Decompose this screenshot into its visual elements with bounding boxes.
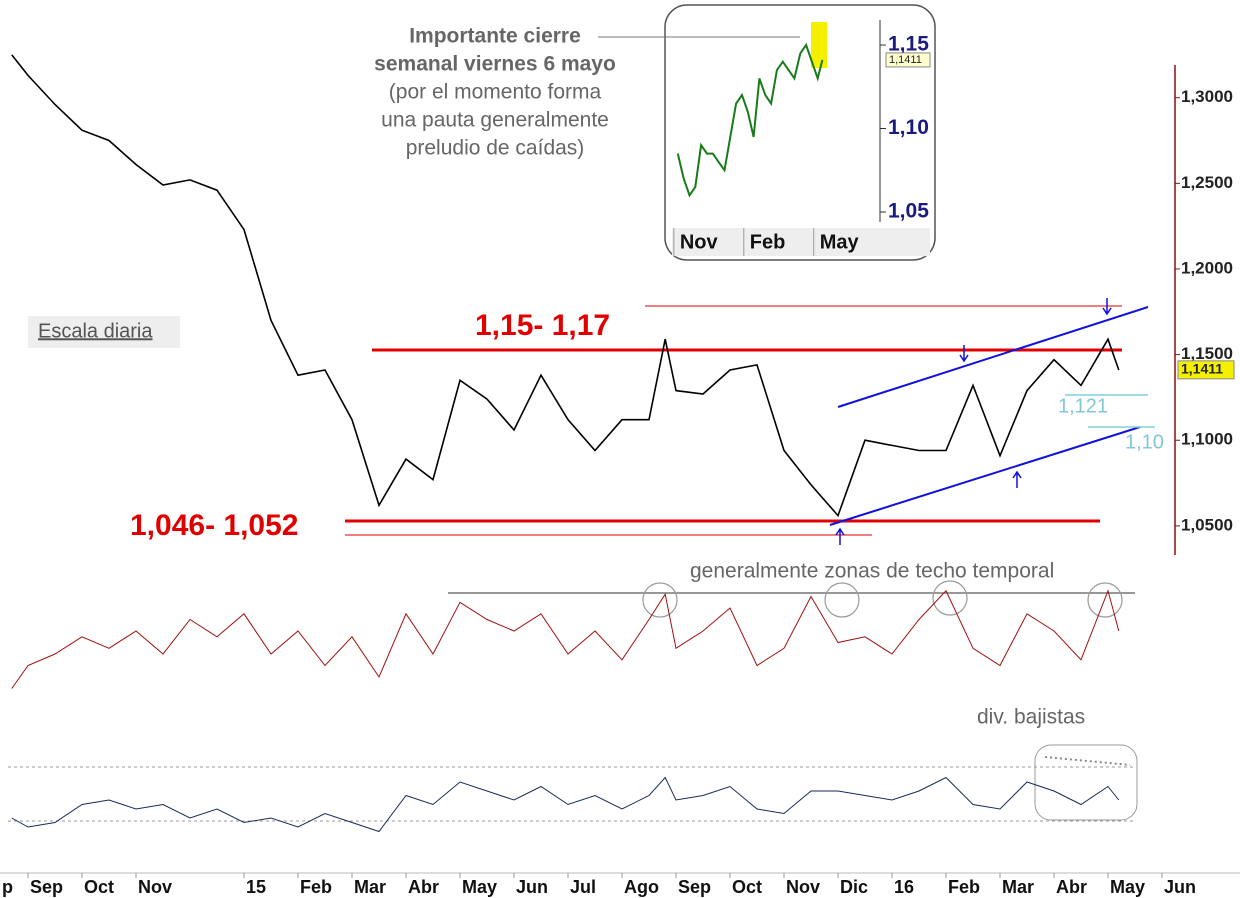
inset-note: una pauta generalmente [381,109,609,132]
x-tick-label: May [462,877,497,897]
divergence-note: div. bajistas [977,706,1085,729]
inset-note: preludio de caídas) [406,137,585,160]
inset-note: Importante cierre [409,25,581,48]
inset-note: (por el momento forma [389,81,602,104]
peak-circles [642,580,1123,618]
divergence-box [1034,744,1138,821]
y-tick-label: 1,3000 [1181,87,1233,106]
x-tick-label: Sep [30,877,63,897]
inset-y-tick-label: 1,05 [888,200,929,223]
indicator-line [11,589,1120,689]
x-tick-label: Nov [138,877,172,897]
price-line [11,54,1120,518]
inset-y-tick-label: 1,10 [888,116,929,139]
channel-upper [837,306,1149,408]
x-tick-label: Feb [948,877,980,897]
scale-box [28,316,180,348]
inset-x-tick-label: May [820,231,860,253]
inset-y-tick-label: 1,15 [888,33,929,56]
arrows [835,298,1112,545]
x-tick-label: Abr [408,877,439,897]
level-label: 1,121 [1058,395,1108,417]
x-tick-label: 15 [246,877,266,897]
x-tick-label: Jun [1164,877,1196,897]
x-tick-label: Feb [300,877,332,897]
scale-label: Escala diaria [38,320,153,342]
channel-lower [829,426,1141,526]
inset-box [664,4,936,261]
inset-x-tick-label: Nov [680,231,719,253]
x-tick-label: 16 [894,877,914,897]
last-price-label: 1,1411 [1181,361,1223,377]
x-tick-label: Nov [786,877,820,897]
x-tick-label: Oct [84,877,114,897]
x-tick-label: Sep [678,877,711,897]
price-line [676,42,824,198]
divergence-line [1044,756,1131,766]
inset-note: semanal viernes 6 mayo [374,53,616,76]
x-tick-label: Abr [1056,877,1087,897]
resistance-label: 1,15- 1,17 [475,309,610,342]
x-tick-label: May [1110,877,1145,897]
indicator-note: generalmente zonas de techo temporal [690,560,1054,583]
y-tick-label: 1,2000 [1181,258,1233,277]
y-tick-label: 1,1000 [1181,430,1233,449]
inset-axis-band [672,228,930,256]
x-tick-label: Ago [624,877,659,897]
x-tick-label: Mar [354,877,386,897]
y-tick-label: 1,1500 [1181,344,1233,363]
x-tick-label: Oct [732,877,762,897]
inset-last-price-box [885,52,931,68]
y-tick-label: 1,2500 [1181,173,1233,192]
x-tick-label: Jul [570,877,596,897]
last-price-box [1177,360,1235,380]
x-tick-label: p [2,877,13,897]
inset-last-price-label: 1,1411 [889,54,922,66]
x-tick-label: Jun [516,877,548,897]
y-tick-label: 1,0500 [1181,515,1233,534]
highlight [811,22,827,68]
level-label: 1,10 [1125,431,1164,453]
inset-x-tick-label: Feb [750,231,786,253]
support-label: 1,046- 1,052 [130,509,298,542]
x-tick-label: Dic [840,877,868,897]
x-tick-label: Mar [1002,877,1034,897]
indicator-line [11,776,1120,833]
